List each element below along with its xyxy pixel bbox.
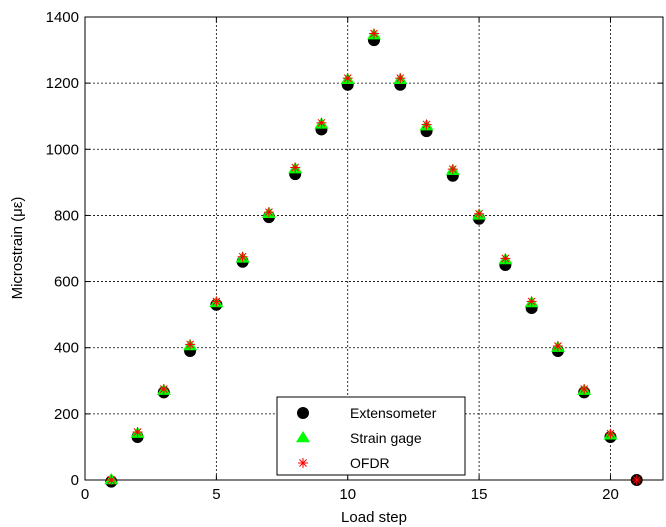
data-point (185, 339, 196, 350)
data-point (316, 117, 327, 128)
data-point (526, 296, 537, 307)
data-point (342, 73, 353, 84)
y-axis-label: Microstrain (με) (9, 197, 26, 300)
legend: Extensometer Strain gage OFDR (276, 396, 466, 476)
x-tick-label: 10 (339, 486, 356, 503)
data-point (132, 427, 143, 438)
y-tick-label: 200 (54, 406, 79, 423)
data-point (158, 384, 169, 395)
legend-box (276, 396, 466, 476)
data-marks (104, 28, 643, 488)
y-tick-label: 600 (54, 274, 79, 291)
legend-marker-strain-gage (296, 431, 310, 443)
data-point (106, 475, 117, 485)
y-tick-label: 0 (71, 472, 79, 489)
plot-area (84, 16, 664, 481)
data-point (290, 162, 301, 173)
data-point (237, 251, 248, 262)
legend-label: Strain gage (350, 430, 422, 446)
x-axis-label: Load step (341, 509, 407, 526)
series-ofdr (106, 28, 642, 485)
x-tick-label: 20 (602, 486, 619, 503)
data-point (263, 207, 274, 218)
y-tick-label: 1000 (46, 141, 79, 158)
y-tick-label: 1200 (46, 75, 79, 92)
data-point (447, 164, 458, 175)
y-tick-label: 800 (54, 207, 79, 224)
x-tick-label: 15 (471, 486, 488, 503)
data-point (395, 73, 406, 84)
data-point (500, 253, 511, 264)
data-point (552, 341, 563, 352)
x-tick-label: 5 (212, 486, 220, 503)
data-point (211, 296, 222, 307)
data-point (474, 208, 485, 219)
legend-marker-extensometer (297, 407, 309, 419)
legend-marker-ofdr (298, 458, 308, 468)
data-point (579, 384, 590, 395)
legend-label: OFDR (350, 455, 390, 471)
data-point (605, 428, 616, 439)
legend-label: Extensometer (350, 405, 437, 421)
y-tick-label: 1400 (46, 9, 79, 26)
data-point (421, 119, 432, 130)
x-tick-label: 0 (81, 486, 89, 503)
data-point (369, 28, 379, 39)
data-point (631, 475, 642, 485)
y-tick-label: 400 (54, 340, 79, 357)
